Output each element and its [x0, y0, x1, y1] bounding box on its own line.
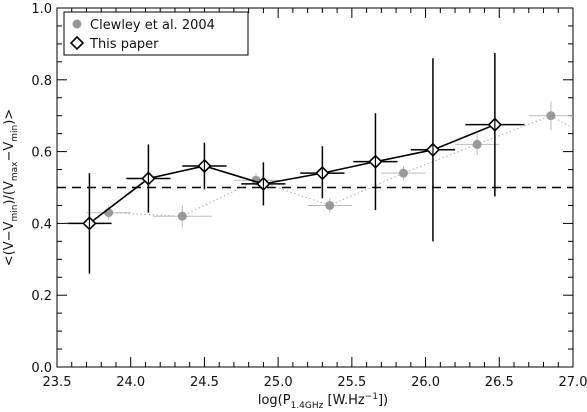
x-axis-title-part: log(P: [258, 393, 291, 408]
y-tick-label: 0.0: [31, 361, 52, 376]
y-axis-title-part: min: [10, 125, 20, 142]
y-axis-title-part: max: [10, 161, 20, 181]
y-axis-title-part: min: [10, 205, 20, 222]
data-point-circle: [325, 200, 335, 210]
x-axis-title-part: [W.Hz: [323, 393, 364, 408]
y-tick-label: 0.6: [31, 146, 52, 161]
legend-circle-marker: [72, 19, 82, 29]
series-this-paper: [67, 52, 525, 274]
y-axis-title-part: )/(V: [2, 181, 17, 205]
legend: Clewley et al. 2004 This paper: [63, 11, 249, 56]
x-axis-title: log(P1.4GHz [W.Hz−1]): [258, 392, 388, 411]
y-axis-title-part: <(V−V: [2, 221, 17, 266]
legend-label: Clewley et al. 2004: [90, 18, 215, 33]
y-axis-title: <(V−Vmin)/(Vmax−Vmin)>: [2, 109, 20, 266]
series-line: [88, 123, 496, 225]
x-axis-title-part: −1: [365, 392, 378, 402]
x-tick-label: 25.0: [264, 375, 293, 390]
y-axis-title-part: −V: [2, 142, 17, 162]
y-tick-label: 0.4: [31, 217, 52, 232]
data-point-circle: [398, 168, 408, 178]
x-tick-label: 25.5: [337, 375, 366, 390]
y-axis-title-part: )>: [2, 109, 17, 125]
y-tick-label: 0.8: [31, 74, 52, 89]
y-tick-label: 1.0: [31, 2, 52, 17]
x-tick-label: 27.0: [559, 375, 587, 390]
series-clewley: [86, 101, 574, 227]
data-point-circle: [546, 111, 556, 121]
legend-label: This paper: [89, 37, 159, 52]
data-point-circle: [177, 211, 187, 221]
x-tick-label: 26.5: [485, 375, 514, 390]
x-tick-label: 24.5: [190, 375, 219, 390]
x-tick-label: 24.0: [116, 375, 145, 390]
x-axis-title-part: 1.4GHz: [291, 401, 324, 411]
legend-diamond-marker: [69, 35, 85, 51]
x-tick-label: 26.0: [411, 375, 440, 390]
x-axis-title-part: ]): [378, 393, 388, 408]
y-tick-label: 0.2: [31, 289, 52, 304]
x-tick-label: 23.5: [43, 375, 72, 390]
legend-box: [63, 11, 249, 56]
data-point-circle: [472, 139, 482, 149]
